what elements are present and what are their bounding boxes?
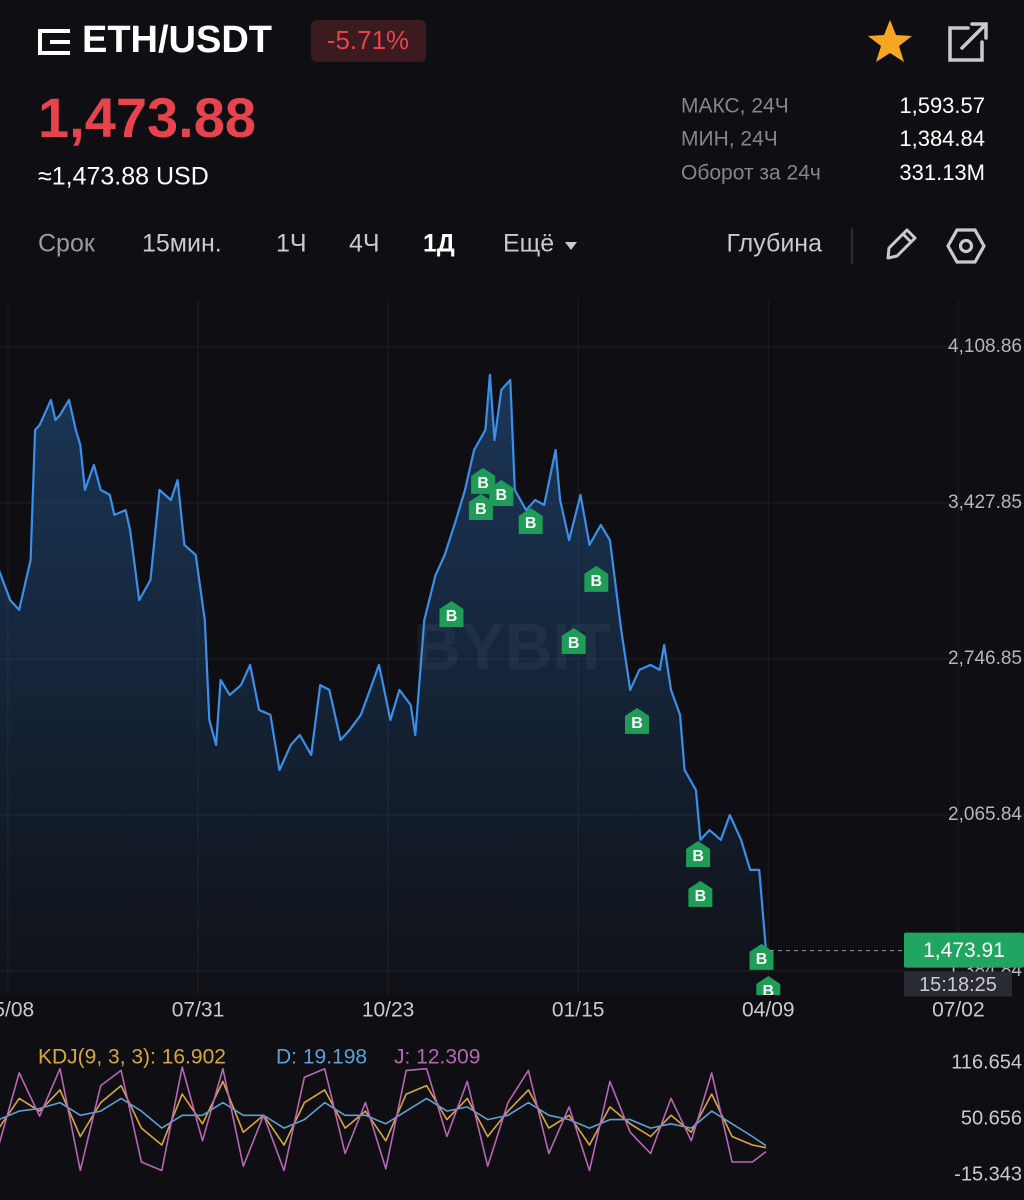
marker-badge [471,467,496,494]
legend-entry: D: 19.198 [276,1046,367,1069]
share-icon[interactable] [948,22,988,62]
marker-badge [686,841,711,867]
y-tick-label: 2,746.85 [948,648,1022,669]
depth-tab[interactable]: Глубина [727,230,823,258]
tab[interactable]: Ещё [503,230,554,258]
draw-icon[interactable] [886,228,917,260]
y-tick-label: 50.656 [961,1107,1022,1129]
tab[interactable]: 4Ч [349,230,380,258]
marker-badge [518,508,543,534]
countdown-label: 15:18:25 [919,974,997,996]
stat-label: Оборот за 24ч [681,162,821,185]
favorite-star[interactable] [868,20,912,62]
tab[interactable]: 15мин. [142,230,222,258]
buy-marker: B [468,494,493,520]
marker-label: B [475,501,487,518]
buy-marker: B [749,943,774,970]
kdj-chart: 116.654 50.656 -15.343 KDJ(9, 3, 3): 16.902… [0,1046,1022,1185]
x-tick-label: 01/15 [552,999,605,1022]
price-line [0,373,768,951]
marker-label: B [496,487,508,504]
stat-label: МИН, 24Ч [681,128,778,151]
buy-marker: B [686,841,711,867]
pair[interactable]: ETH/USDT [82,19,272,61]
marker-badge [439,601,464,627]
countdown-tag [904,971,1012,997]
change-badge [311,20,426,62]
marker-badge [468,494,493,520]
tab[interactable]: 1Ч [276,230,307,258]
y-tick-label: 3,427.85 [948,492,1022,513]
x-tick-label: 04/09 [742,999,795,1022]
menu-icon[interactable] [38,29,70,55]
x-tick-label: 10/23 [362,999,415,1022]
buy-marker: B [518,508,543,534]
buy-marker: B [489,480,514,506]
divider [851,228,853,264]
stat-value: 331.13M [899,160,985,185]
marker-label: B [446,608,458,625]
marker-label: B [692,848,704,865]
marker-badge [625,707,649,734]
change: -5.71% [327,25,409,55]
marker-badge [489,480,514,506]
buy-marker: B [471,467,496,494]
last-price: 1,473.88 [38,86,256,149]
marker-label: B [756,951,768,968]
tab[interactable]: 1Д [423,230,455,258]
y-tick-label: 116.654 [951,1051,1022,1073]
dropdown-arrow[interactable] [565,242,577,250]
buy-marker: B [756,976,781,1000]
price-usd: ≈1,473.88 USD [38,163,209,191]
last-price-tag [904,932,1024,968]
buy-marker: B [584,565,609,592]
marker-label: B [568,635,580,652]
marker-badge [688,880,713,907]
y-tick-label: -15.343 [954,1163,1022,1185]
marker-badge [756,976,781,995]
y-tick-label: 2,065.84 [948,804,1022,825]
price-chart: 05/08 07/31 10/23 01/15 04/09 07/02 4,108.86 3,… [0,300,1024,1022]
stat-value: 1,593.57 [899,93,985,118]
buy-marker: B [439,601,464,627]
buy-marker: B [625,707,649,734]
buy-marker: B [561,628,586,654]
marker-label: B [525,515,537,532]
kdj-line [0,1066,767,1172]
stat-label: МАКС, 24Ч [681,95,789,118]
legend-entry: J: 12.309 [394,1046,480,1069]
legend-entry: KDJ(9, 3, 3): 16.902 [38,1046,226,1069]
marker-label: B [477,475,489,492]
last-price-label: 1,473.91 [923,939,1005,962]
x-tick-label: 05/08 [0,999,34,1022]
stat-value: 1,384.84 [899,126,985,151]
kdj-plot [0,1066,767,1172]
x-tick-label: 07/31 [172,999,225,1022]
x-tick-label: 07/02 [932,999,985,1022]
marker-label: B [763,983,775,1000]
tab[interactable]: Срок [38,230,96,258]
settings-icon[interactable] [946,228,986,264]
marker-label: B [591,573,603,590]
marker-label: B [695,888,707,905]
y-tick-label: 4,108.86 [948,336,1022,357]
marker-badge [584,565,609,592]
marker-label: B [631,715,643,732]
buy-marker: B [688,880,713,907]
marker-badge [561,628,586,654]
marker-badge [749,943,774,970]
